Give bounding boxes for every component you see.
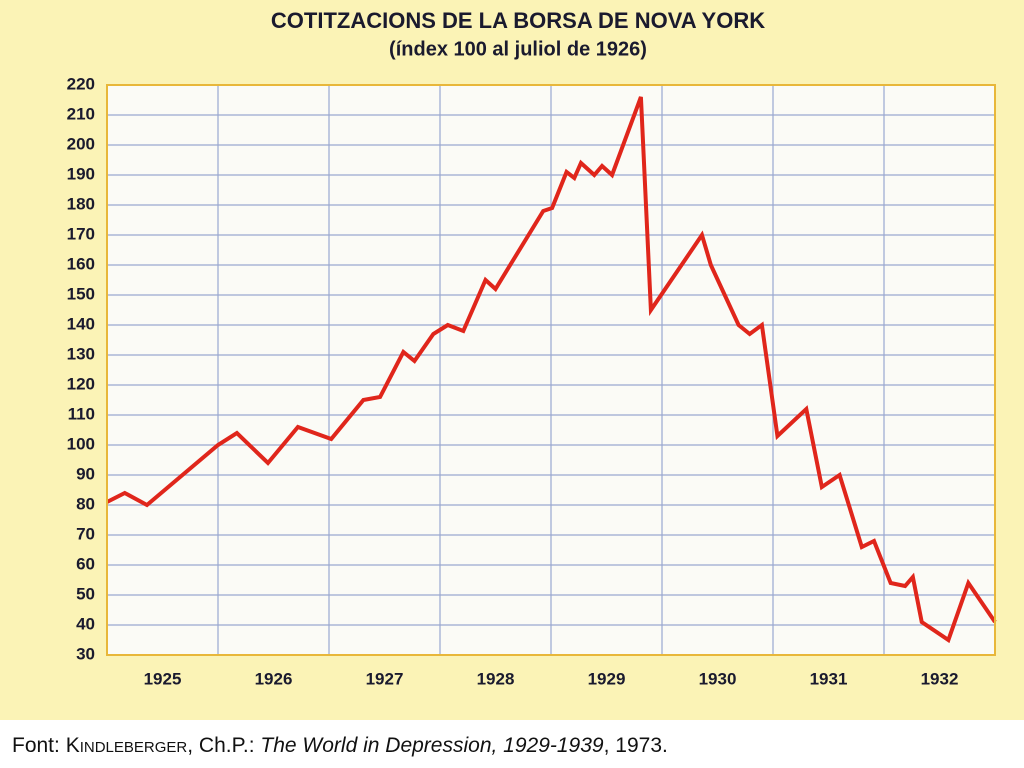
plot-border xyxy=(106,84,996,656)
source-author-rest: , Ch.P.: xyxy=(187,734,261,757)
y-tick-label: 60 xyxy=(76,554,95,573)
y-tick-label: 130 xyxy=(67,344,95,363)
source: Font: Kindleberger, Ch.P.: The World in … xyxy=(12,734,668,758)
source-author: Kindleberger xyxy=(65,734,188,757)
y-tick-label: 220 xyxy=(67,74,95,93)
y-tick-label: 70 xyxy=(76,524,95,543)
y-tick-label: 100 xyxy=(67,434,95,453)
y-tick-label: 40 xyxy=(76,614,95,633)
y-tick-label: 200 xyxy=(67,134,95,153)
x-tick-label: 1925 xyxy=(144,669,182,688)
y-tick-label: 150 xyxy=(67,284,95,303)
y-tick-label: 170 xyxy=(67,224,95,243)
source-prefix: Font: xyxy=(12,734,66,757)
x-tick-label: 1932 xyxy=(921,669,959,688)
x-tick-label: 1931 xyxy=(810,669,848,688)
chart-title: COTITZACIONS DE LA BORSA DE NOVA YORK xyxy=(271,8,765,33)
y-tick-label: 210 xyxy=(67,104,95,123)
y-tick-label: 190 xyxy=(67,164,95,183)
y-tick-label: 180 xyxy=(67,194,95,213)
y-tick-label: 140 xyxy=(67,314,95,333)
source-work: The World in Depression, 1929-1939 xyxy=(260,734,604,757)
y-tick-label: 50 xyxy=(76,584,95,603)
chart-subtitle: (índex 100 al juliol de 1926) xyxy=(389,38,647,60)
y-tick-label: 90 xyxy=(76,464,95,483)
x-tick-label: 1928 xyxy=(477,669,515,688)
x-tick-label: 1930 xyxy=(699,669,737,688)
price-line xyxy=(106,96,997,644)
x-tick-label: 1927 xyxy=(366,669,404,688)
x-tick-label: 1929 xyxy=(588,669,626,688)
y-tick-label: 30 xyxy=(76,644,95,663)
x-tick-label: 1926 xyxy=(255,669,293,688)
y-tick-label: 110 xyxy=(68,404,95,423)
y-tick-label: 80 xyxy=(76,494,95,513)
chart: COTITZACIONS DE LA BORSA DE NOVA YORK (í… xyxy=(0,0,1024,720)
source-year: , 1973. xyxy=(603,734,668,757)
y-tick-label: 160 xyxy=(67,254,95,273)
y-tick-label: 120 xyxy=(67,374,95,393)
